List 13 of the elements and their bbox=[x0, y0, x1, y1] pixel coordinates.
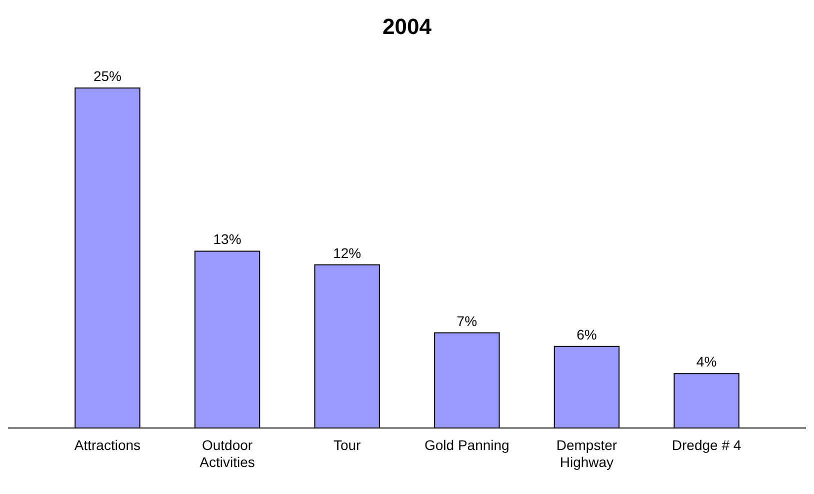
data-label: 4% bbox=[696, 354, 717, 370]
data-label: 7% bbox=[456, 312, 478, 329]
x-tick-label: Tour bbox=[333, 437, 362, 453]
data-label: 6% bbox=[576, 326, 597, 342]
data-label: 25% bbox=[93, 68, 122, 84]
x-tick-label: Outdoor Activities bbox=[200, 437, 255, 470]
x-tick-label: Attractions bbox=[74, 437, 141, 453]
data-label: 12% bbox=[333, 244, 362, 261]
x-tick-label: Dredge # 4 bbox=[672, 437, 742, 453]
chart-title: 2004 bbox=[382, 14, 432, 39]
x-tick-label: Dempster Highway bbox=[556, 437, 618, 470]
x-tick-label: Gold Panning bbox=[424, 437, 510, 453]
data-label: 13% bbox=[213, 231, 242, 248]
